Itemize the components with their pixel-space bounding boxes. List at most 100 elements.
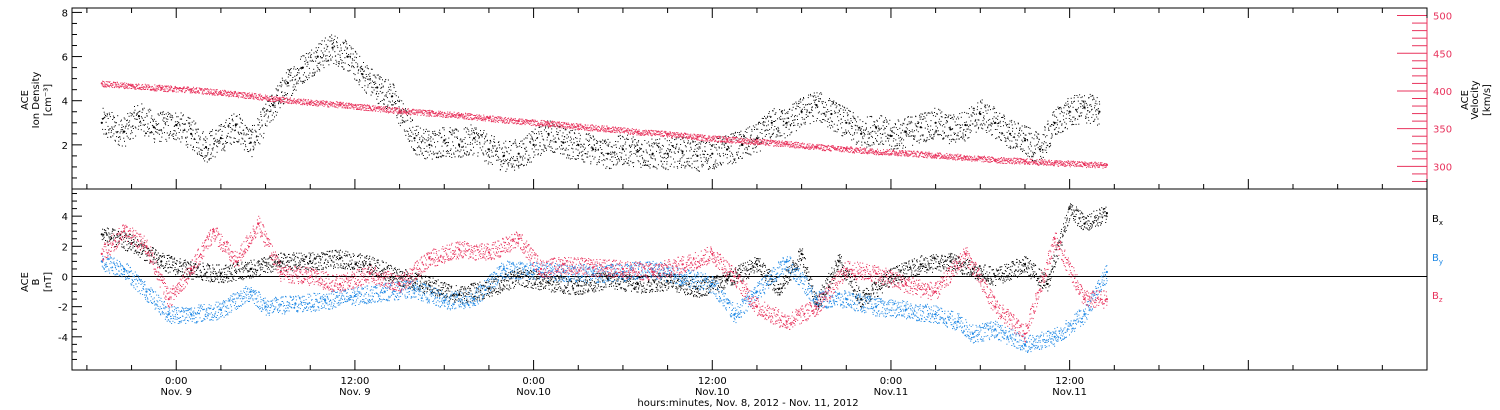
ion-density-series-sample <box>470 149 472 151</box>
ion-density-series-sample <box>557 132 559 134</box>
ion-density-series-sample <box>422 140 424 142</box>
ion-density-series-sample <box>898 120 900 122</box>
ion-density-series-sample <box>445 142 447 144</box>
ion-density-series-sample <box>205 155 207 157</box>
ion-density-series-sample <box>584 161 586 163</box>
velocity-series-sample <box>261 95 263 97</box>
ion-density-series-sample <box>654 166 656 168</box>
ion-density-series-sample <box>409 117 411 119</box>
ion-density-series-sample <box>219 128 221 130</box>
ion-density-series-sample <box>839 114 841 115</box>
ion-density-series-sample <box>444 135 445 137</box>
velocity-series-sample <box>338 102 340 104</box>
ion-density-series-sample <box>732 161 734 163</box>
velocity-series-sample <box>365 105 367 107</box>
ion-density-series-sample <box>884 132 886 134</box>
velocity-series-sample <box>383 111 385 113</box>
ion-density-series-sample <box>1071 121 1073 123</box>
ion-density-series-sample <box>523 143 525 145</box>
velocity-series-sample <box>371 109 373 111</box>
velocity-series-sample <box>413 113 415 115</box>
velocity-series-sample <box>238 95 240 97</box>
velocity-series-sample <box>351 104 353 106</box>
ion-density-series-sample <box>828 100 830 102</box>
ion-density-series-sample <box>248 130 249 132</box>
velocity-series-sample <box>380 106 382 107</box>
ion-density-series-sample <box>298 72 300 74</box>
ion-density-series-sample <box>881 140 883 142</box>
velocity-series-sample <box>396 107 397 109</box>
ion-density-series-sample <box>1024 126 1026 128</box>
ion-density-series-sample <box>1032 156 1034 158</box>
ion-density-series-sample <box>449 150 451 151</box>
ion-density-series-sample <box>668 156 670 158</box>
ion-density-series-sample <box>503 152 505 154</box>
velocity-series-sample <box>347 105 349 107</box>
ion-density-series-sample <box>369 72 371 74</box>
velocity-series-sample <box>302 103 304 105</box>
ion-density-series-sample <box>904 130 906 132</box>
ion-density-series-sample <box>1037 133 1039 135</box>
ion-density-series-sample <box>277 89 279 91</box>
velocity-series-sample <box>163 86 164 88</box>
ion-density-series-sample <box>189 122 191 124</box>
velocity-series-sample <box>360 108 362 110</box>
ion-density-series-sample <box>737 151 739 153</box>
ion-density-series-sample <box>906 132 908 134</box>
ion-density-series-point <box>696 154 699 157</box>
ion-density-series-sample <box>211 148 213 150</box>
ion-density-series-sample <box>185 144 187 146</box>
ion-density-series-sample <box>130 115 132 117</box>
ion-density-series-sample <box>550 146 552 148</box>
ion-density-series-sample <box>194 133 196 135</box>
ion-density-series-sample <box>402 117 404 119</box>
ion-density-series-sample <box>896 133 898 135</box>
ion-density-series-sample <box>632 141 634 143</box>
ion-density-series-sample <box>705 158 707 160</box>
velocity-series-sample <box>228 94 230 96</box>
ion-density-series-sample <box>490 140 491 142</box>
velocity-series-sample <box>412 112 414 114</box>
ion-density-series-sample <box>914 123 916 125</box>
ion-density-series-sample <box>1083 106 1085 108</box>
ion-density-series-sample <box>817 106 818 108</box>
ion-density-series-sample <box>1066 128 1068 130</box>
ion-density-series-sample <box>585 138 587 140</box>
velocity-series-sample <box>196 87 197 89</box>
ion-density-series-sample <box>918 139 920 141</box>
velocity-series-sample <box>388 110 390 112</box>
ion-density-series-sample <box>799 126 801 128</box>
velocity-series-sample <box>386 110 388 112</box>
ion-density-series-sample <box>1053 129 1055 131</box>
ion-density-series-sample <box>591 148 593 149</box>
ion-density-series-sample <box>922 134 924 136</box>
ion-density-series-sample <box>630 151 632 152</box>
ion-density-series-sample <box>358 84 360 86</box>
ion-density-series-sample <box>661 144 663 146</box>
ion-density-series-sample <box>643 160 645 162</box>
ion-density-series-sample <box>544 147 546 149</box>
ion-density-series-sample <box>705 150 706 152</box>
ion-density-series-sample <box>859 130 861 131</box>
ion-density-series-sample <box>871 131 873 132</box>
velocity-series-sample <box>123 86 125 88</box>
ion-density-series-sample <box>314 74 315 76</box>
ion-density-series-sample <box>278 103 279 105</box>
ion-density-series-sample <box>549 120 551 122</box>
ion-density-series-sample <box>1053 114 1055 116</box>
ion-density-series-sample <box>947 116 949 118</box>
ion-density-series-sample <box>328 51 330 53</box>
ion-density-series-sample <box>501 147 503 149</box>
velocity-series-sample <box>338 104 340 106</box>
ion-density-series-sample <box>915 126 917 128</box>
ion-density-series-sample <box>883 122 885 123</box>
ion-density-series-sample <box>1028 148 1030 150</box>
ion-density-series-sample <box>197 128 199 130</box>
ion-density-series-sample <box>934 107 936 109</box>
ion-density-series-sample <box>482 146 484 148</box>
ion-density-series-sample <box>187 146 189 148</box>
ion-density-series-sample <box>1037 147 1039 149</box>
ion-density-series-sample <box>1058 108 1060 110</box>
ion-density-series-sample <box>778 128 780 130</box>
ion-density-series-sample <box>432 151 434 153</box>
